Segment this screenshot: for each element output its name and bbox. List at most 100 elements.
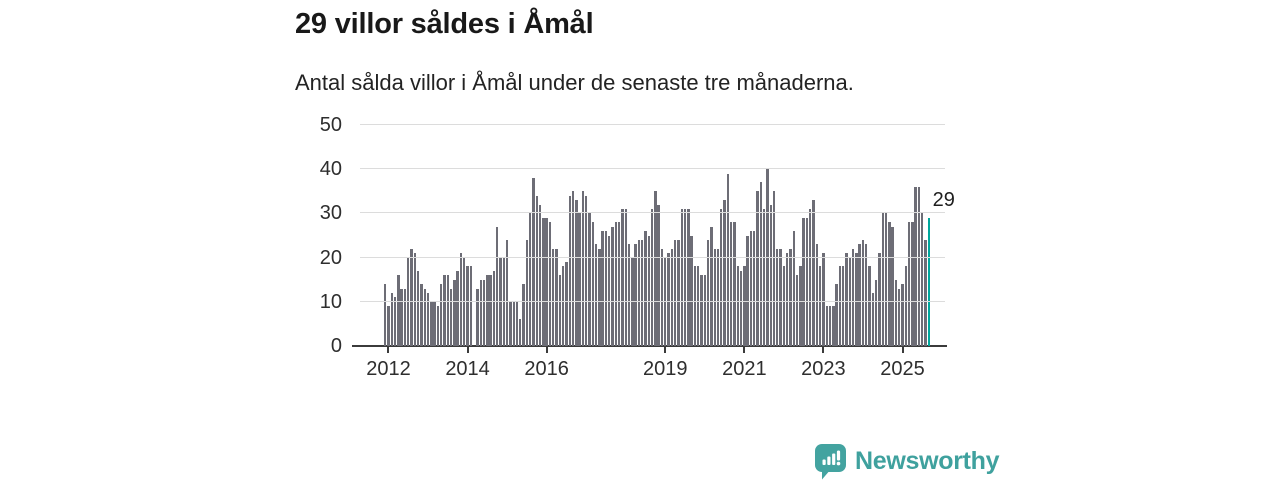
bar [611, 226, 614, 346]
bar [416, 270, 420, 346]
bar [799, 266, 802, 346]
latest-value-label: 29 [932, 188, 955, 211]
bar [769, 204, 772, 346]
bar [558, 275, 562, 346]
bar [894, 279, 898, 346]
bar [667, 253, 670, 346]
y-axis-label-10: 10 [319, 290, 342, 313]
x-axis-label-2014: 2014 [445, 358, 490, 380]
bar [591, 222, 594, 346]
bar [680, 208, 683, 346]
bar [904, 266, 907, 346]
bar [486, 275, 489, 346]
bar [423, 288, 426, 346]
bar [440, 284, 443, 346]
gridline-40 [360, 168, 945, 170]
bar [426, 292, 430, 346]
brand-name: Newsworthy [855, 447, 1000, 475]
bar [838, 266, 842, 346]
bar [815, 244, 819, 346]
bar [598, 248, 601, 346]
bar [805, 217, 809, 346]
bar [584, 195, 588, 346]
bar [855, 253, 858, 346]
bar [865, 244, 868, 346]
bar [812, 200, 815, 346]
bar [713, 248, 716, 346]
bar [825, 306, 828, 346]
bar [733, 222, 736, 346]
y-axis-label-30: 30 [319, 202, 342, 225]
bar [496, 226, 499, 346]
x-axis-label-2021: 2021 [722, 358, 767, 380]
bar [842, 266, 845, 346]
bar [542, 217, 545, 346]
bar [756, 191, 759, 346]
bar [716, 248, 720, 346]
bar [921, 213, 924, 346]
bar [776, 248, 779, 346]
bar [525, 239, 529, 346]
bar [614, 222, 618, 346]
bar [512, 301, 515, 346]
bar [578, 213, 581, 346]
gridline-30 [360, 212, 945, 214]
bar [410, 248, 413, 346]
bar [914, 186, 917, 346]
chart-title: 29 villor såldes i Åmål [295, 8, 594, 40]
bar [627, 244, 631, 346]
bar [782, 266, 786, 346]
bar [538, 204, 542, 346]
bar [762, 208, 766, 346]
bar [634, 244, 637, 346]
bar [729, 222, 733, 346]
bar [456, 270, 459, 346]
gridline-10 [360, 300, 945, 302]
bar [884, 213, 888, 346]
gridline-20 [360, 256, 945, 258]
bar [492, 270, 496, 346]
bar [802, 217, 805, 346]
bar [575, 200, 578, 346]
bar [822, 253, 825, 346]
bar [532, 178, 535, 346]
bar [871, 292, 875, 346]
bar [466, 266, 469, 346]
x-axis-tick-2021 [743, 347, 746, 353]
bar [400, 288, 403, 346]
bar [430, 301, 433, 346]
bar [476, 288, 479, 346]
bar [519, 319, 522, 346]
bar [413, 253, 417, 346]
bar [515, 301, 519, 346]
bar [479, 279, 482, 346]
bar [911, 222, 914, 346]
bar [647, 235, 650, 346]
bar [683, 208, 687, 346]
bar [617, 222, 621, 346]
newsworthy-logo[interactable]: Newsworthy [814, 443, 1000, 480]
x-axis-label-2023: 2023 [801, 358, 846, 380]
bar [753, 231, 756, 346]
bar [785, 253, 789, 346]
bar [443, 275, 446, 346]
bar [874, 279, 878, 346]
bar [726, 173, 730, 346]
bar [868, 266, 871, 346]
bar [739, 270, 743, 346]
y-axis-label-20: 20 [319, 246, 342, 269]
bar [835, 284, 838, 346]
bar [690, 235, 693, 346]
bar [535, 195, 538, 346]
bar [446, 275, 449, 346]
bar [749, 231, 753, 346]
y-axis-label-40: 40 [319, 158, 342, 181]
x-axis-tick-2019 [664, 347, 667, 353]
bar [601, 231, 604, 346]
bar [604, 231, 608, 346]
x-axis-label-2025: 2025 [880, 358, 925, 380]
bar [743, 266, 746, 346]
bar [723, 200, 726, 346]
bar-chart: 0 10 20 30 40 50 2012 2014 2016 2019 2021 2023 2025 2… [320, 114, 955, 380]
bar [657, 204, 660, 346]
